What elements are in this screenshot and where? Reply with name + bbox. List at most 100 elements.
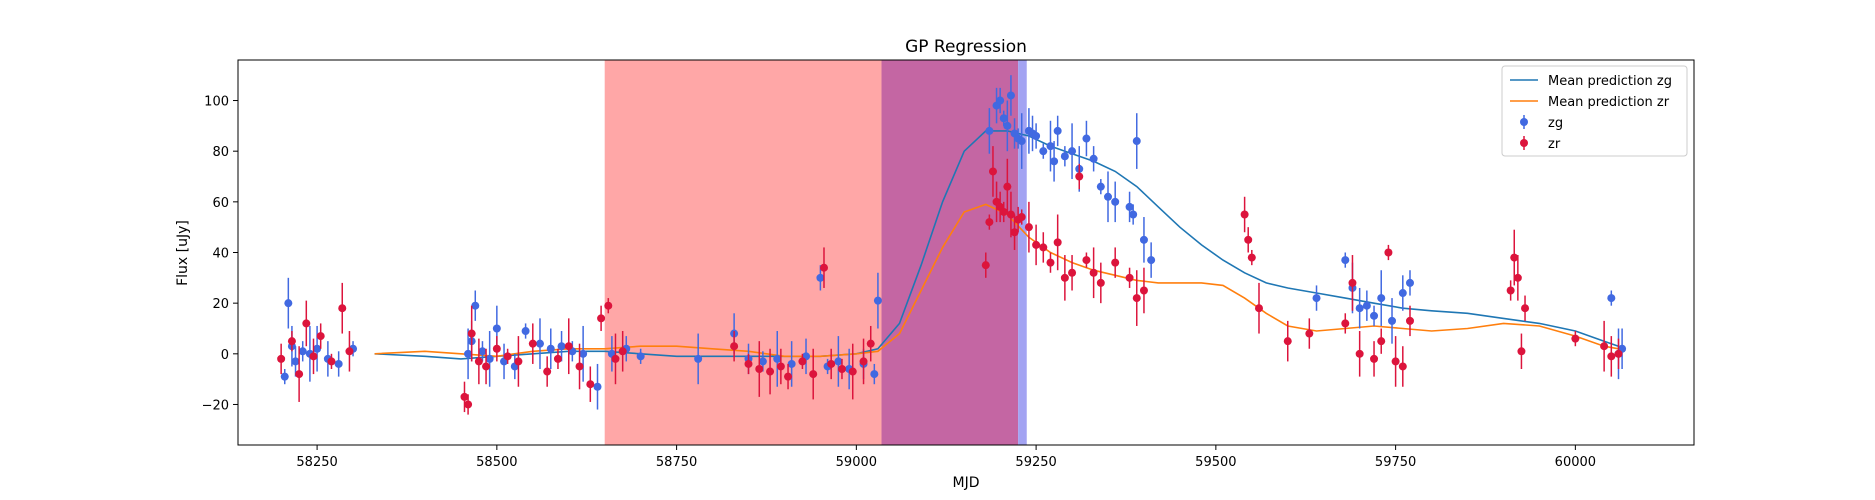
data-point-zr — [1082, 256, 1091, 265]
x-tick-label: 59250 — [1015, 455, 1056, 470]
data-point-zr — [611, 354, 620, 363]
data-point-zr — [755, 365, 764, 374]
data-point-zr — [295, 370, 304, 379]
data-point-zg — [298, 347, 307, 356]
data-point-zr — [1513, 273, 1522, 282]
data-point-zr — [848, 367, 857, 376]
data-point-zg — [773, 354, 782, 363]
data-point-zr — [766, 367, 775, 376]
data-point-zr — [503, 352, 512, 361]
chart-title: GP Regression — [905, 37, 1027, 57]
data-point-zg — [1398, 289, 1407, 298]
data-point-zg — [996, 96, 1005, 105]
data-point-zr — [316, 332, 325, 341]
data-point-zg — [284, 299, 293, 308]
data-point-zr — [345, 347, 354, 356]
data-point-zr — [338, 304, 347, 313]
data-point-zg — [1039, 147, 1048, 156]
legend: Mean prediction zg Mean prediction zr zg zr — [1501, 65, 1688, 157]
data-point-zr — [287, 337, 296, 346]
shaded-regions — [604, 60, 1027, 445]
x-tick-label: 59750 — [1375, 455, 1416, 470]
data-point-zr — [467, 329, 476, 338]
data-point-zr — [809, 370, 818, 379]
data-point-zg — [758, 357, 767, 366]
y-axis-ticks: −20 0 20 40 60 80 100 — [202, 95, 238, 413]
y-axis-label: Flux [uJy] — [175, 220, 191, 286]
data-point-zg — [1050, 157, 1059, 166]
data-point-zg — [1405, 278, 1414, 287]
data-point-zg — [1003, 121, 1012, 130]
data-point-zr — [474, 357, 483, 366]
data-point-zr — [1391, 357, 1400, 366]
data-point-zr — [1244, 235, 1253, 244]
y-tick-label: 60 — [212, 196, 229, 211]
data-point-zr — [482, 362, 491, 371]
data-point-zg — [1125, 202, 1134, 211]
data-point-zg — [1370, 311, 1379, 320]
data-point-zr — [1046, 258, 1055, 267]
data-point-zg — [1096, 182, 1105, 191]
data-point-zr — [604, 301, 613, 310]
data-point-zr — [1003, 182, 1012, 191]
data-point-zr — [1405, 316, 1414, 325]
data-point-zr — [564, 342, 573, 351]
data-point-zr — [1571, 334, 1580, 343]
data-point-zr — [1247, 253, 1256, 262]
legend-label: Mean prediction zr — [1548, 95, 1670, 110]
legend-label: Mean prediction zg — [1548, 74, 1672, 89]
data-point-zr — [1517, 347, 1526, 356]
data-point-zg — [787, 359, 796, 368]
data-point-zg — [1060, 152, 1069, 161]
data-point-zr — [1614, 349, 1623, 358]
data-point-zg — [1006, 91, 1015, 100]
x-tick-label: 59000 — [836, 455, 877, 470]
data-point-zg — [579, 349, 588, 358]
data-point-zr — [744, 359, 753, 368]
data-point-zg — [1017, 137, 1026, 146]
data-point-zg — [478, 347, 487, 356]
data-point-zg — [1312, 294, 1321, 303]
data-point-zg — [1355, 304, 1364, 313]
data-point-zg — [492, 324, 501, 333]
data-point-zr — [327, 357, 336, 366]
data-point-zr — [776, 362, 785, 371]
data-point-zr — [1348, 278, 1357, 287]
shaded-region-2 — [1018, 60, 1027, 445]
data-point-zr — [1053, 238, 1062, 247]
data-point-zr — [1111, 258, 1120, 267]
data-point-zg — [1104, 192, 1113, 201]
data-point-zr — [1305, 329, 1314, 338]
data-point-zg — [1089, 154, 1098, 163]
x-tick-label: 59500 — [1195, 455, 1236, 470]
y-tick-label: 100 — [204, 95, 229, 110]
data-point-zg — [546, 344, 555, 353]
data-point-zg — [873, 296, 882, 305]
x-tick-label: 58750 — [656, 455, 697, 470]
data-point-zr — [784, 372, 793, 381]
data-point-zg — [636, 352, 645, 361]
legend-box — [1501, 65, 1688, 157]
legend-swatch-point — [1520, 118, 1528, 126]
data-point-zr — [514, 357, 523, 366]
data-point-zr — [1607, 352, 1616, 361]
data-point-zr — [819, 263, 828, 272]
data-point-zr — [999, 207, 1008, 216]
y-tick-label: 80 — [212, 145, 229, 160]
data-point-zg — [593, 382, 602, 391]
data-point-zr — [575, 362, 584, 371]
data-point-zr — [981, 261, 990, 270]
legend-swatch-point — [1520, 139, 1528, 147]
data-point-zg — [521, 327, 530, 336]
x-axis-ticks: 58250 58500 58750 59000 59250 59500 59750 60000 — [296, 445, 1596, 470]
data-point-zr — [597, 314, 606, 323]
data-point-zg — [1053, 126, 1062, 135]
data-point-zr — [859, 357, 868, 366]
data-point-zr — [543, 367, 552, 376]
data-point-zr — [1355, 349, 1364, 358]
data-point-zg — [870, 370, 879, 379]
data-point-zg — [471, 301, 480, 310]
data-point-zg — [1607, 294, 1616, 303]
data-point-zr — [798, 357, 807, 366]
data-point-zg — [1362, 301, 1371, 310]
